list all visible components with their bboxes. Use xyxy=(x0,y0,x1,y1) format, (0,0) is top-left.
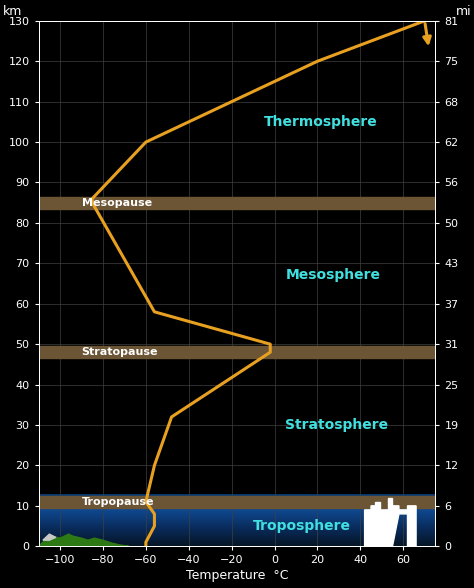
Bar xyxy=(38,496,436,508)
Polygon shape xyxy=(38,534,129,546)
Bar xyxy=(38,196,436,209)
Text: mi: mi xyxy=(456,5,471,18)
Text: Troposphere: Troposphere xyxy=(253,519,351,533)
X-axis label: Temperature  °C: Temperature °C xyxy=(186,569,288,583)
Text: Mesopause: Mesopause xyxy=(82,198,152,208)
Polygon shape xyxy=(43,534,56,540)
Text: Thermosphere: Thermosphere xyxy=(264,115,378,129)
Text: Stratopause: Stratopause xyxy=(82,348,158,358)
Polygon shape xyxy=(388,498,392,510)
Polygon shape xyxy=(375,502,380,510)
Bar xyxy=(38,346,436,358)
Text: km: km xyxy=(3,5,22,18)
Text: Mesosphere: Mesosphere xyxy=(285,269,380,282)
Text: Stratosphere: Stratosphere xyxy=(285,418,388,432)
Text: Tropopause: Tropopause xyxy=(82,497,154,507)
Polygon shape xyxy=(365,506,416,546)
